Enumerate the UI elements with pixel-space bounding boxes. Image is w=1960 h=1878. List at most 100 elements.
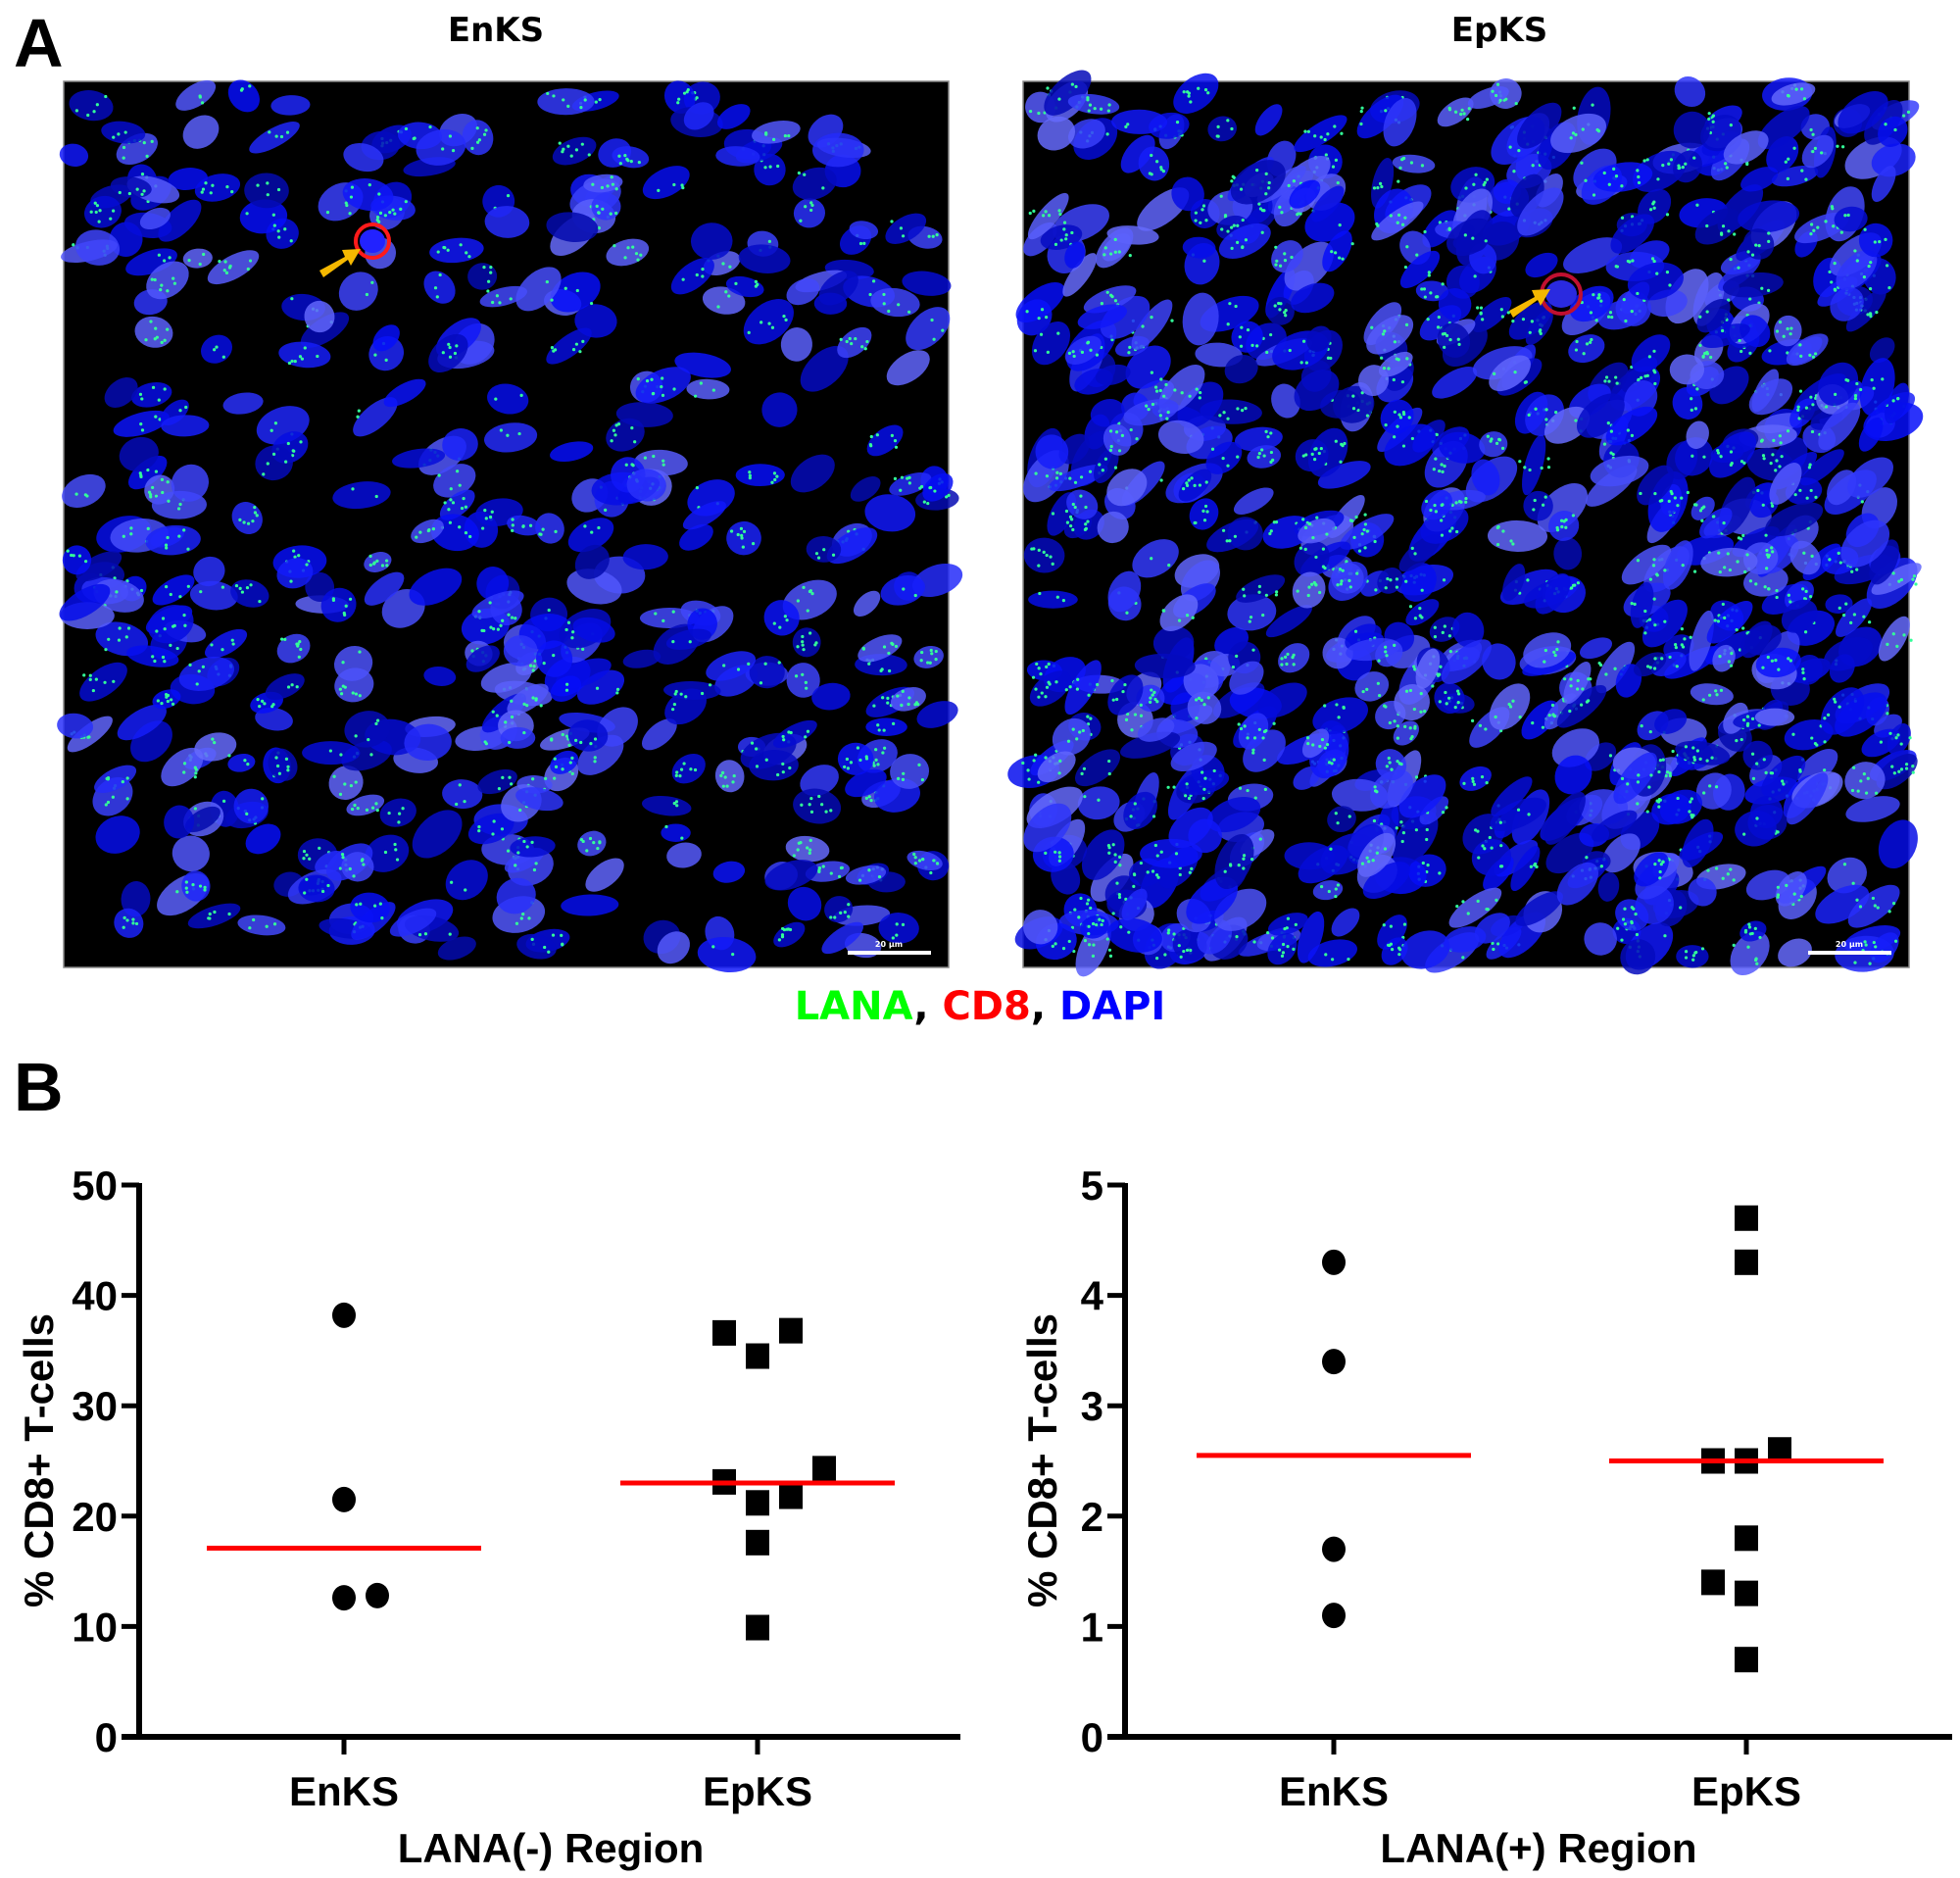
lana-dot	[404, 200, 408, 204]
lana-dot	[1717, 551, 1721, 555]
nucleus	[715, 146, 760, 167]
lana-dot	[1862, 275, 1866, 279]
lana-dot	[449, 498, 453, 502]
lana-dot	[886, 701, 890, 705]
lana-dot	[1594, 319, 1598, 322]
lana-dot	[1630, 602, 1634, 606]
lana-dot	[1787, 593, 1790, 597]
lana-dot	[806, 609, 809, 613]
lana-dot	[1251, 648, 1255, 652]
lana-dot	[1055, 470, 1059, 474]
lana-dot	[941, 328, 945, 332]
nucleus	[1451, 612, 1485, 648]
nucleus	[1551, 728, 1600, 767]
lana-dot	[1203, 776, 1207, 780]
lana-dot	[95, 204, 100, 208]
lana-dot	[553, 757, 557, 761]
lana-dot	[1423, 709, 1427, 714]
lana-dot	[1560, 524, 1564, 529]
lana-dot	[1362, 527, 1366, 532]
lana-dot	[598, 98, 602, 102]
nucleus	[1829, 654, 1855, 683]
lana-dot	[1741, 626, 1745, 630]
lana-dot	[887, 309, 891, 314]
nucleus	[69, 90, 114, 122]
nucleus	[1267, 913, 1308, 936]
lana-dot	[1760, 286, 1764, 290]
data-point-circle	[332, 1585, 356, 1611]
lana-dot	[882, 292, 886, 297]
lana-dot	[514, 864, 517, 867]
lana-dot	[677, 97, 681, 101]
nucleus	[735, 464, 785, 487]
lana-dot	[1846, 213, 1850, 218]
lana-dot	[821, 186, 825, 190]
lana-dot	[580, 142, 584, 146]
lana-dot	[581, 339, 585, 343]
lana-dot	[1397, 762, 1401, 766]
lana-dot	[1757, 723, 1761, 727]
lana-dot	[248, 84, 252, 88]
lana-dot	[1343, 441, 1347, 446]
lana-dot	[1351, 407, 1356, 411]
lana-dot	[1081, 728, 1085, 733]
data-point-square	[746, 1614, 769, 1641]
lana-dot	[1113, 860, 1117, 864]
nucleus	[131, 381, 172, 408]
lana-dot	[1319, 885, 1324, 889]
lana-dot	[157, 398, 161, 402]
lana-dot	[1087, 109, 1091, 113]
lana-dot	[1403, 724, 1407, 728]
lana-dot	[1037, 548, 1041, 552]
lana-dot	[919, 659, 923, 663]
lana-dot	[151, 485, 155, 490]
lana-dot	[672, 182, 676, 187]
lana-dot	[1384, 705, 1388, 709]
lana-dot	[672, 387, 676, 391]
lana-dot	[1808, 463, 1812, 467]
nucleus	[487, 383, 529, 415]
lana-dot	[1471, 779, 1475, 784]
lana-dot	[930, 318, 934, 322]
lana-dot	[499, 623, 503, 627]
lana-dot	[892, 721, 896, 725]
lana-dot	[175, 646, 179, 651]
lana-dot	[1154, 873, 1159, 877]
lana-dot	[1330, 762, 1334, 766]
lana-dot	[266, 181, 270, 185]
lana-dot	[796, 599, 800, 603]
lana-dot	[286, 441, 290, 446]
nucleus	[222, 392, 264, 415]
lana-dot	[1130, 728, 1134, 732]
lana-dot	[1037, 780, 1041, 784]
y-tick-label: 20	[72, 1494, 118, 1540]
lana-dot	[876, 723, 880, 727]
scale-bar-label: 20 µm	[1836, 940, 1863, 949]
lana-dot	[1661, 860, 1665, 864]
lana-dot	[1866, 313, 1870, 317]
lana-dot	[1695, 203, 1699, 207]
lana-dot	[1714, 689, 1718, 693]
lana-dot	[70, 553, 74, 558]
lana-dot	[399, 207, 403, 211]
lana-dot	[201, 665, 205, 668]
lana-dot	[147, 490, 152, 494]
nucleus	[423, 271, 456, 304]
lana-dot	[1793, 493, 1797, 497]
lana-dot	[1086, 98, 1090, 102]
nucleus	[906, 850, 943, 871]
lana-dot	[375, 809, 379, 813]
lana-dot	[145, 154, 149, 158]
lana-dot	[1089, 906, 1093, 911]
lana-dot	[443, 501, 447, 505]
lana-dot	[562, 98, 565, 102]
lana-dot	[1226, 322, 1230, 326]
lana-dot	[1182, 90, 1186, 94]
lana-dot	[290, 359, 294, 364]
lana-dot	[1402, 922, 1407, 926]
lana-dot	[1421, 861, 1425, 865]
lana-dot	[83, 493, 87, 497]
lana-dot	[1384, 422, 1388, 427]
lana-dot	[1396, 213, 1401, 217]
